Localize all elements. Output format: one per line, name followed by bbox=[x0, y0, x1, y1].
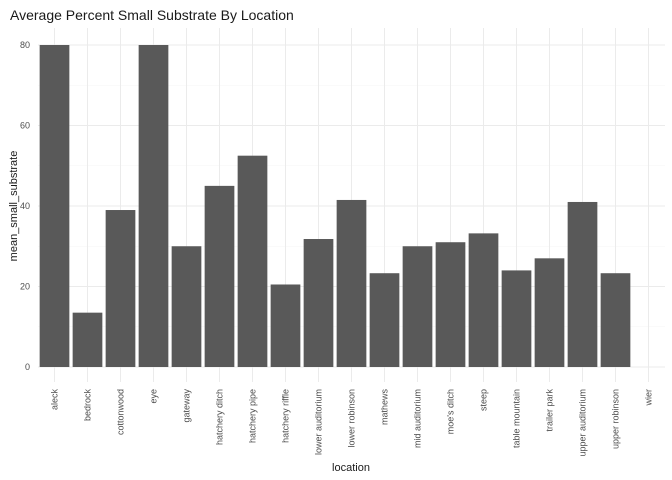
bar-table-mountain bbox=[501, 270, 532, 367]
y-tick-label: 20 bbox=[20, 282, 30, 292]
bar-upper-robinson bbox=[600, 273, 631, 367]
y-axis-title: mean_small_substrate bbox=[8, 151, 20, 262]
x-tick-label: cottonwood bbox=[116, 389, 126, 435]
x-tick-label: trailer park bbox=[545, 389, 555, 432]
bar-mathews bbox=[369, 273, 400, 367]
bar-moe-s-ditch bbox=[435, 242, 466, 367]
x-tick-label: hatchery pipe bbox=[248, 389, 258, 443]
x-tick-label: wier bbox=[644, 389, 654, 407]
x-tick-label: mathews bbox=[380, 389, 390, 426]
x-tick-label: hatchery ditch bbox=[215, 389, 225, 445]
bar-eye bbox=[138, 45, 169, 367]
bar-gateway bbox=[171, 246, 202, 367]
y-tick-label: 80 bbox=[20, 40, 30, 50]
x-tick-label: bedrock bbox=[83, 389, 93, 422]
bars bbox=[39, 45, 631, 367]
x-tick-label: hatchery riffle bbox=[281, 389, 291, 443]
bar-aleck bbox=[39, 45, 70, 367]
bar-hatchery-riffle bbox=[270, 284, 301, 367]
x-tick-label: upper auditorium bbox=[578, 389, 588, 457]
bar-mid-auditorium bbox=[402, 246, 433, 367]
y-tick-label: 40 bbox=[20, 201, 30, 211]
x-tick-label: mid auditorium bbox=[413, 389, 423, 448]
bar-lower-robinson bbox=[336, 199, 367, 367]
x-tick-label: lower robinson bbox=[347, 389, 357, 448]
x-tick-label: eye bbox=[149, 389, 159, 404]
bar-hatchery-pipe bbox=[237, 155, 268, 367]
x-tick-label: steep bbox=[479, 389, 489, 411]
bar-bedrock bbox=[72, 312, 103, 367]
bar-trailer-park bbox=[534, 258, 565, 367]
x-tick-label: upper robinson bbox=[611, 389, 621, 449]
bar-steep bbox=[468, 233, 499, 367]
y-axis-ticks: 0 20 40 60 80 bbox=[20, 40, 30, 372]
x-axis-title: location bbox=[332, 462, 370, 474]
x-tick-label: gateway bbox=[182, 389, 192, 423]
chart-title: Average Percent Small Substrate By Locat… bbox=[10, 7, 294, 23]
x-tick-label: aleck bbox=[50, 389, 60, 411]
bar-cottonwood bbox=[105, 210, 136, 367]
x-tick-label: table mountain bbox=[512, 389, 522, 448]
bar-hatchery-ditch bbox=[204, 185, 235, 367]
x-axis-ticks: aleck bedrock cottonwood eye gateway hatchery… bbox=[50, 389, 654, 457]
y-tick-label: 60 bbox=[20, 121, 30, 131]
y-tick-label: 0 bbox=[25, 362, 30, 372]
x-tick-label: lower auditorium bbox=[314, 389, 324, 455]
x-tick-label: moe's ditch bbox=[446, 389, 456, 434]
bar-upper-auditorium bbox=[567, 201, 598, 367]
bar-lower-auditorium bbox=[303, 239, 334, 367]
